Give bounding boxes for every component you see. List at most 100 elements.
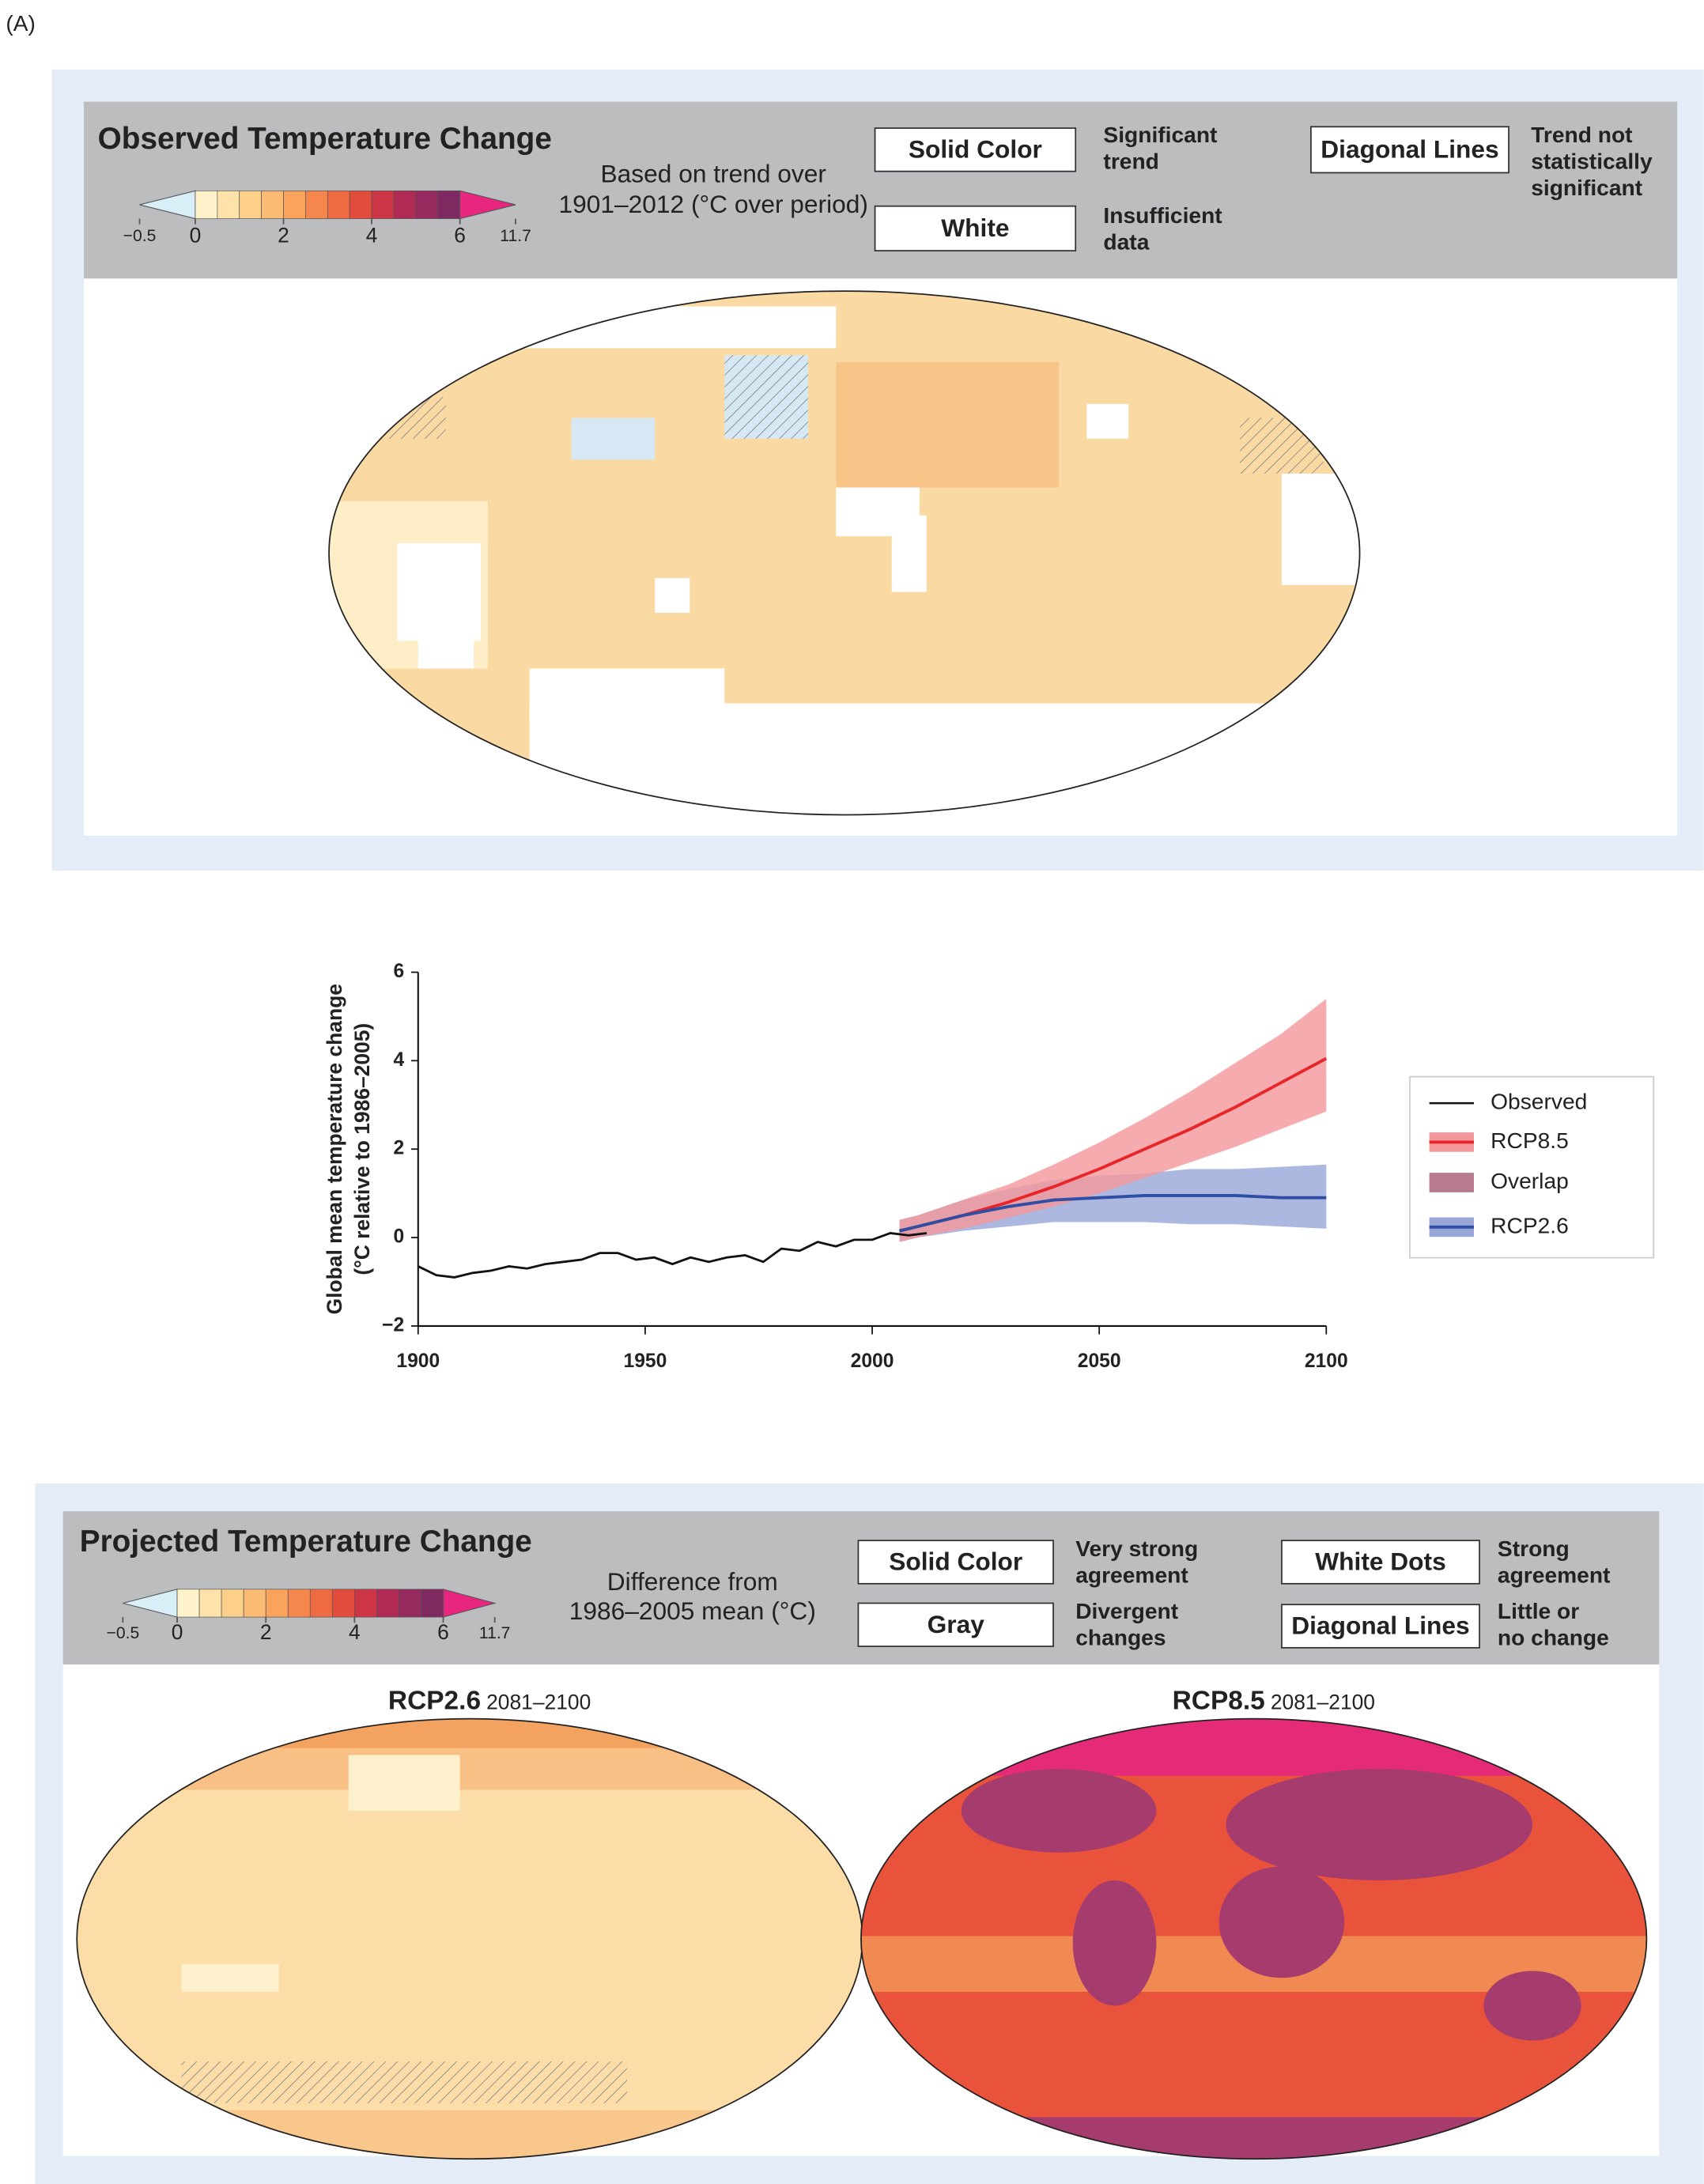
colorbar-cell bbox=[217, 190, 240, 219]
series-line bbox=[417, 1232, 928, 1279]
panel-title: Projected Temperature Change bbox=[80, 1525, 532, 1559]
colorbar-over bbox=[459, 190, 516, 220]
colorbar-tick-label: 2 bbox=[260, 1620, 272, 1644]
legend-key-label: Solid Color bbox=[909, 134, 1042, 163]
legend-description: Insufficient bbox=[1103, 202, 1222, 228]
colorbar-cell bbox=[376, 1589, 399, 1618]
colorbar-tick-label: 11.7 bbox=[500, 227, 531, 245]
legend-label: RCP8.5 bbox=[1491, 1128, 1569, 1153]
legend-key-box bbox=[857, 1602, 1054, 1647]
legend-label: Observed bbox=[1491, 1089, 1587, 1114]
legend-key-box bbox=[874, 205, 1077, 251]
colorbar-tick-label: 6 bbox=[437, 1620, 449, 1644]
y-tick-label: −2 bbox=[382, 1314, 404, 1336]
panel-label: (A) bbox=[6, 10, 36, 36]
y-tick-label: 2 bbox=[393, 1138, 404, 1159]
colorbar-cell bbox=[331, 1589, 355, 1618]
colorbar-cell bbox=[176, 1589, 200, 1618]
x-tick-label: 2100 bbox=[1305, 1351, 1348, 1372]
y-tick-label: 0 bbox=[393, 1226, 404, 1248]
colorbar-cell bbox=[198, 1589, 222, 1618]
colorbar-tick-label: 11.7 bbox=[479, 1624, 511, 1642]
legend-key-label: Gray bbox=[928, 1610, 985, 1638]
y-axis-label: (°C relative to 1986–2005) bbox=[350, 1023, 374, 1275]
legend-key-label: Diagonal Lines bbox=[1321, 134, 1498, 163]
colorbar-tick-label: 0 bbox=[172, 1620, 183, 1644]
map-scenario: RCP2.6 bbox=[388, 1686, 481, 1715]
colorbar-cell bbox=[415, 190, 439, 219]
colorbar-caption: Based on trend over bbox=[601, 159, 827, 187]
colorbar-cell bbox=[393, 190, 417, 219]
colorbar-cell bbox=[239, 190, 262, 219]
colorbar-cell bbox=[349, 190, 372, 219]
colorbar-cell bbox=[309, 1589, 333, 1618]
legend-description: Trend not bbox=[1531, 122, 1633, 147]
legend-key-label: Diagonal Lines bbox=[1291, 1612, 1469, 1640]
colorbar-caption: Difference from bbox=[607, 1567, 778, 1596]
colorbar-cell bbox=[421, 1589, 444, 1618]
legend-description: no change bbox=[1498, 1625, 1609, 1650]
series-line bbox=[899, 1194, 1327, 1233]
legend-key-label: Solid Color bbox=[889, 1547, 1022, 1576]
y-tick-label: 4 bbox=[393, 1049, 404, 1071]
x-tick-label: 1900 bbox=[396, 1351, 440, 1372]
colorbar-caption: 1986–2005 mean (°C) bbox=[569, 1596, 816, 1625]
colorbar-tick-label: 0 bbox=[190, 223, 202, 247]
y-axis-label: Global mean temperature change bbox=[323, 984, 346, 1314]
colorbar-over bbox=[442, 1589, 497, 1618]
colorbar-cell bbox=[305, 190, 328, 219]
panel-title: Observed Temperature Change bbox=[98, 122, 552, 156]
colorbar-cell bbox=[399, 1589, 421, 1618]
colorbar-cell bbox=[221, 1589, 244, 1618]
legend-label: RCP2.6 bbox=[1491, 1212, 1569, 1237]
legend-description: Very strong bbox=[1075, 1536, 1198, 1561]
legend-key-box bbox=[1310, 126, 1509, 174]
colorbar-cell bbox=[265, 1589, 289, 1618]
colorbar-tick-label: −0.5 bbox=[123, 227, 157, 245]
colorbar-cell bbox=[371, 190, 395, 219]
colorbar-cell bbox=[287, 1589, 311, 1618]
legend-key-box bbox=[1281, 1540, 1480, 1585]
legend-description: Strong bbox=[1498, 1536, 1570, 1561]
map-outline bbox=[860, 1717, 1648, 2160]
colorbar-cell bbox=[243, 1589, 266, 1618]
colorbar-cell bbox=[354, 1589, 377, 1618]
legend-key-box bbox=[1281, 1604, 1480, 1649]
legend-description: agreement bbox=[1075, 1562, 1188, 1587]
colorbar-tick-label: 4 bbox=[349, 1620, 361, 1644]
legend-description: significant bbox=[1531, 175, 1642, 200]
y-tick-label: 6 bbox=[393, 961, 404, 982]
map-outline bbox=[328, 290, 1361, 816]
legend-key-box bbox=[874, 127, 1077, 172]
legend-description: Little or bbox=[1498, 1598, 1579, 1623]
colorbar-tick-label: −0.5 bbox=[107, 1624, 140, 1642]
rcp26-map bbox=[77, 1718, 863, 2159]
legend-description: agreement bbox=[1498, 1562, 1611, 1587]
colorbar-cell bbox=[283, 190, 306, 219]
legend-key-label: White bbox=[941, 213, 1009, 242]
x-tick-label: 2000 bbox=[851, 1351, 894, 1372]
map-period: 2081–2100 bbox=[1271, 1690, 1375, 1714]
uncertainty-band bbox=[899, 1164, 1327, 1242]
map-period: 2081–2100 bbox=[486, 1690, 591, 1714]
uncertainty-band bbox=[899, 999, 1327, 1242]
legend-description: changes bbox=[1075, 1625, 1166, 1650]
colorbar-cell bbox=[327, 190, 350, 219]
colorbar-tick-label: 2 bbox=[278, 223, 289, 247]
legend-label: Overlap bbox=[1491, 1168, 1569, 1193]
colorbar-tick-label: 4 bbox=[366, 223, 378, 247]
legend-description: Significant bbox=[1103, 122, 1218, 147]
map-scenario: RCP8.5 bbox=[1173, 1686, 1265, 1715]
colorbar-tick-label: 6 bbox=[454, 223, 466, 247]
legend-swatch bbox=[1429, 1173, 1475, 1192]
colorbar-cell bbox=[437, 190, 460, 219]
x-tick-label: 1950 bbox=[623, 1351, 667, 1372]
colorbar-cell bbox=[261, 190, 284, 219]
legend-description: statistically bbox=[1531, 149, 1653, 174]
legend-description: data bbox=[1103, 229, 1149, 255]
x-tick-label: 2050 bbox=[1078, 1351, 1121, 1372]
colorbar-cell bbox=[195, 190, 218, 219]
legend-description: trend bbox=[1103, 149, 1158, 174]
